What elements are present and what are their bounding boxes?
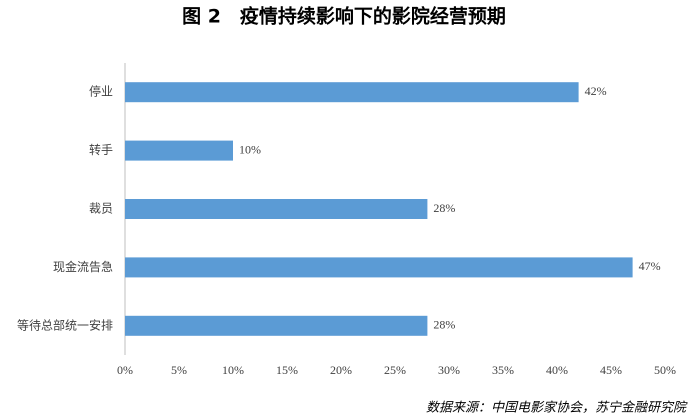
y-tick-label: 裁员 bbox=[89, 202, 113, 216]
source-note: 数据来源：中国电影家协会，苏宁金融研究院 bbox=[426, 400, 688, 416]
value-label: 10% bbox=[239, 142, 261, 156]
x-tick-label: 5% bbox=[171, 363, 187, 377]
bar bbox=[125, 315, 428, 336]
y-tick-label: 等待总部统一安排 bbox=[17, 317, 113, 332]
bar bbox=[125, 199, 428, 219]
value-label: 28% bbox=[433, 318, 455, 332]
x-tick-label: 0% bbox=[117, 363, 133, 377]
chart-title: 图 2 疫情持续影响下的影院经营预期 bbox=[182, 5, 506, 28]
x-tick-label: 50% bbox=[654, 363, 676, 377]
bar bbox=[125, 140, 233, 161]
y-tick-label: 停业 bbox=[89, 84, 113, 99]
x-tick-label: 15% bbox=[276, 363, 298, 377]
x-tick-label: 35% bbox=[492, 363, 514, 377]
y-tick-label: 转手 bbox=[89, 142, 113, 157]
value-label: 42% bbox=[585, 84, 607, 98]
x-tick-label: 30% bbox=[438, 363, 460, 377]
value-label: 28% bbox=[433, 201, 455, 215]
value-label: 47% bbox=[639, 259, 661, 273]
y-tick-label: 现金流告急 bbox=[53, 259, 113, 274]
x-tick-label: 45% bbox=[600, 363, 622, 377]
bar bbox=[125, 82, 579, 103]
x-tick-label: 10% bbox=[222, 363, 244, 377]
x-tick-label: 40% bbox=[546, 363, 568, 377]
x-tick-label: 25% bbox=[384, 363, 406, 377]
x-tick-label: 20% bbox=[330, 363, 352, 377]
bar bbox=[125, 257, 633, 278]
